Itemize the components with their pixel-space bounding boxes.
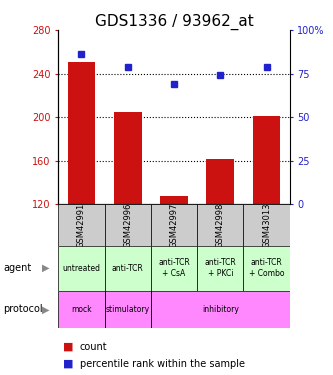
Text: ▶: ▶ (42, 304, 49, 314)
Text: untreated: untreated (62, 264, 101, 273)
Text: percentile rank within the sample: percentile rank within the sample (80, 359, 245, 369)
Bar (105, 291, 151, 328)
Text: stimulatory: stimulatory (106, 305, 150, 314)
Title: GDS1336 / 93962_at: GDS1336 / 93962_at (95, 14, 253, 30)
Text: GSM43013: GSM43013 (262, 202, 271, 248)
Text: anti-TCR: anti-TCR (112, 264, 144, 273)
Bar (58, 246, 105, 291)
Text: ■: ■ (63, 359, 74, 369)
Bar (151, 246, 197, 291)
Bar (105, 204, 151, 246)
Bar (114, 112, 142, 204)
Text: anti-TCR
+ PKCi: anti-TCR + PKCi (204, 258, 236, 278)
Bar (243, 246, 290, 291)
Text: mock: mock (71, 305, 92, 314)
Text: protocol: protocol (3, 304, 43, 314)
Text: anti-TCR
+ CsA: anti-TCR + CsA (158, 258, 190, 278)
Bar (151, 204, 197, 246)
Bar (243, 204, 290, 246)
Text: GSM42991: GSM42991 (77, 202, 86, 248)
Bar (68, 62, 95, 204)
Text: GSM42996: GSM42996 (123, 202, 132, 248)
Text: inhibitory: inhibitory (202, 305, 239, 314)
Text: anti-TCR
+ Combo: anti-TCR + Combo (249, 258, 284, 278)
Bar (105, 246, 151, 291)
Bar (151, 291, 290, 328)
Bar (160, 196, 188, 204)
Bar (197, 246, 243, 291)
Text: agent: agent (3, 263, 32, 273)
Bar (58, 204, 105, 246)
Text: ▶: ▶ (42, 263, 49, 273)
Bar (197, 204, 243, 246)
Text: GSM42997: GSM42997 (169, 202, 178, 248)
Bar (253, 116, 280, 204)
Bar (206, 159, 234, 204)
Text: GSM42998: GSM42998 (216, 202, 225, 248)
Text: ■: ■ (63, 342, 74, 352)
Text: count: count (80, 342, 108, 352)
Bar (58, 291, 105, 328)
